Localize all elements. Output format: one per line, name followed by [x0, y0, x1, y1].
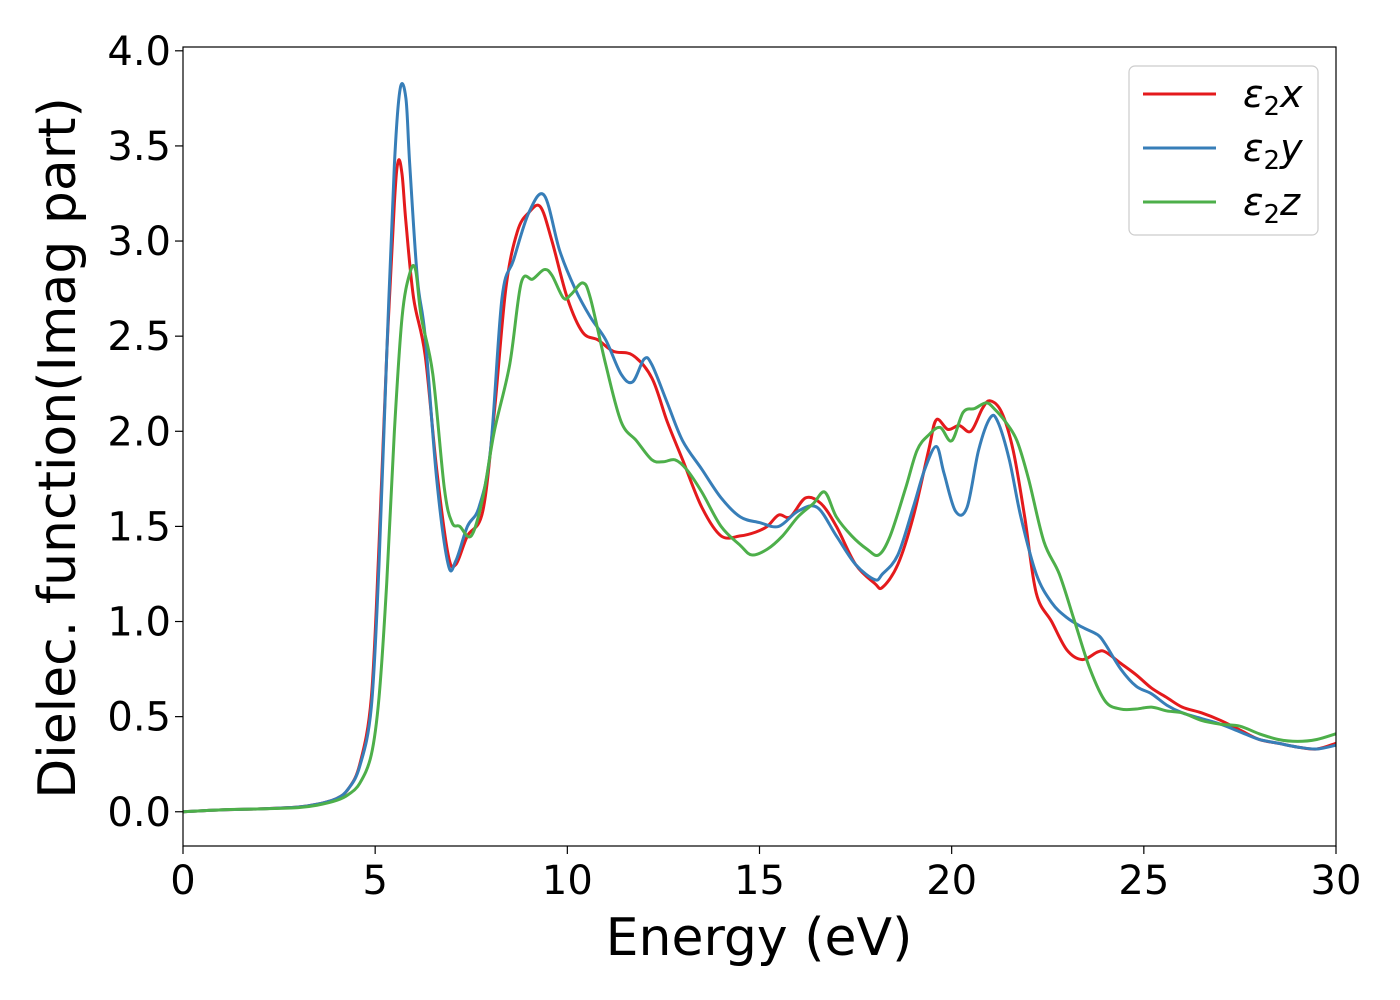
x-tick-label: 25: [1118, 858, 1169, 904]
y-axis-label: Dielec. function(Imag part): [28, 97, 88, 799]
y-tick-label: 0.0: [107, 790, 171, 836]
legend-label-x: ε2x: [1243, 72, 1303, 122]
series-line-x: [183, 158, 1336, 814]
series-line-z: [183, 263, 1336, 814]
x-tick-label: 30: [1311, 858, 1362, 904]
legend-label-z: ε2z: [1243, 180, 1301, 230]
x-tick-label: 15: [734, 858, 785, 904]
y-tick-label: 2.0: [107, 409, 171, 455]
legend-label-y: ε2y: [1243, 126, 1303, 176]
x-axis-label: Energy (eV): [606, 908, 913, 968]
series-line-y: [183, 82, 1336, 814]
y-tick-label: 3.5: [107, 124, 171, 170]
x-tick-label: 10: [542, 858, 593, 904]
x-tick-label: 0: [170, 858, 195, 904]
y-tick-label: 0.5: [107, 695, 171, 741]
y-tick-label: 2.5: [107, 314, 171, 360]
y-tick-label: 4.0: [107, 29, 171, 75]
y-tick-label: 3.0: [107, 219, 171, 265]
axes-layer: 0 5 10 15 20 25 30 0.0 0.5 1.0 1.5 2.0 2.5 3.0 3.5 4.0: [107, 29, 1361, 904]
y-tick-label: 1.5: [107, 504, 171, 550]
y-tick-label: 1.0: [107, 600, 171, 646]
series-layer: [183, 82, 1336, 814]
legend-box: [1128, 65, 1319, 236]
x-tick-label: 20: [926, 858, 977, 904]
x-tick-label: 5: [362, 858, 387, 904]
